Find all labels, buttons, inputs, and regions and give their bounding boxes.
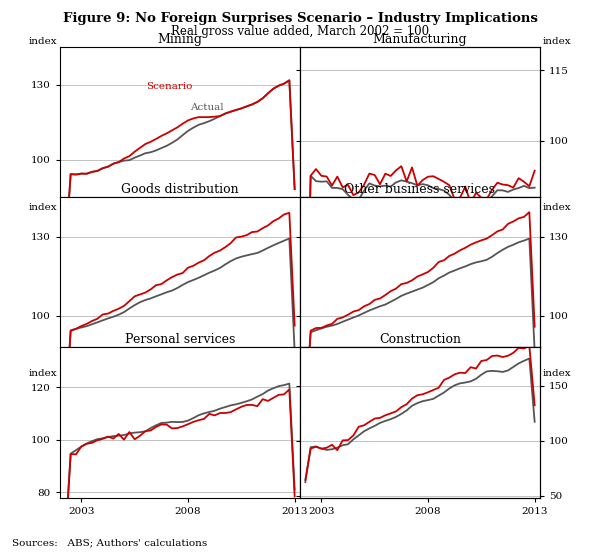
Text: Figure 9: No Foreign Surprises Scenario – Industry Implications: Figure 9: No Foreign Surprises Scenario … (62, 12, 538, 25)
Title: Mining: Mining (157, 33, 203, 46)
Text: Scenario: Scenario (146, 82, 193, 91)
Text: Real gross value added, March 2002 = 100: Real gross value added, March 2002 = 100 (171, 25, 429, 38)
Text: Sources:   ABS; Authors' calculations: Sources: ABS; Authors' calculations (12, 539, 207, 547)
Title: Manufacturing: Manufacturing (373, 33, 467, 46)
Title: Goods distribution: Goods distribution (121, 183, 239, 196)
Text: index: index (28, 37, 57, 46)
Text: index: index (543, 203, 572, 212)
Text: index: index (543, 37, 572, 46)
Title: Other business services: Other business services (344, 183, 496, 196)
Text: Actual: Actual (190, 103, 223, 112)
Text: index: index (28, 203, 57, 212)
Text: index: index (28, 369, 57, 378)
Title: Construction: Construction (379, 333, 461, 346)
Text: index: index (543, 369, 572, 378)
Title: Personal services: Personal services (125, 333, 235, 346)
